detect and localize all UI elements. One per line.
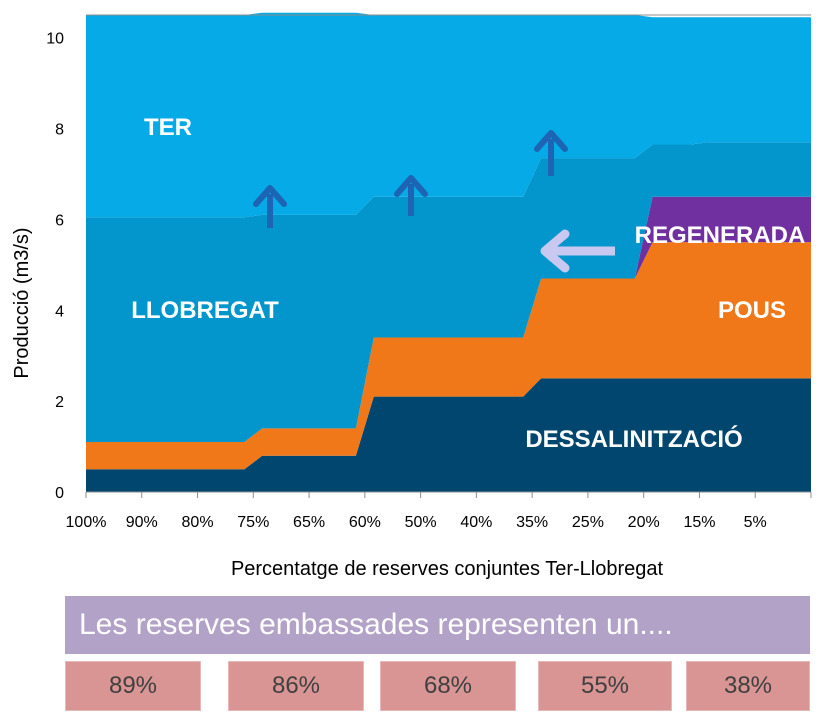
x-axis-ticks: 100% 90% 80% 75% 65% 60% 50% 40% 35% 25% 20% 15% 5%	[66, 514, 767, 531]
x-axis-title: Percentatge de reserves conjuntes Ter-Ll…	[231, 558, 664, 580]
left-arrow-icon	[540, 229, 615, 273]
area-label-llobregat: LLOBREGAT	[131, 297, 279, 324]
x-tick-label: 75%	[237, 514, 269, 531]
x-tick-label: 65%	[293, 514, 325, 531]
area-labels-group: DESSALINITZACIÓ POUS REGENERADA LLOBREGAT TE…	[131, 114, 805, 453]
x-tick-label: 60%	[349, 514, 381, 531]
x-tick-label: 35%	[516, 514, 548, 531]
y-tick-label: 8	[55, 122, 64, 139]
reserves-banner: Les reserves embassades representen un..…	[65, 596, 810, 654]
x-tick-label: 40%	[460, 514, 492, 531]
y-tick-label: 6	[55, 212, 64, 229]
x-tick-label: 15%	[683, 514, 715, 531]
x-tick-label: 5%	[744, 514, 767, 531]
up-arrow-icon	[253, 185, 287, 228]
x-tick-label: 80%	[182, 514, 214, 531]
y-axis-ticks: 0 2 4 6 8 10	[46, 31, 64, 502]
area-label-ter: TER	[144, 114, 192, 141]
up-arrow-icon	[534, 130, 568, 176]
arrows-group	[253, 130, 615, 273]
y-tick-label: 4	[55, 303, 64, 320]
y-tick-label: 0	[55, 485, 64, 502]
x-tick-label: 25%	[572, 514, 604, 531]
x-tick-label: 100%	[66, 514, 107, 531]
y-tick-label: 2	[55, 394, 64, 411]
area-label-regenerada: REGENERADA	[635, 222, 806, 249]
areas-group	[86, 12, 811, 492]
stacked-area-chart: DESSALINITZACIÓ POUS REGENERADA LLOBREGAT TE…	[11, 12, 812, 580]
reserve-box-5: 38%	[686, 661, 810, 711]
area-label-pous: POUS	[718, 297, 786, 324]
y-tick-label: 10	[46, 31, 64, 48]
area-regenerada	[86, 196, 811, 442]
y-axis-title: Producció (m3/s)	[11, 227, 33, 378]
reserve-box-1: 89%	[65, 661, 201, 711]
x-tick-label: 20%	[628, 514, 660, 531]
x-tick-label: 90%	[126, 514, 158, 531]
reserve-box-4: 55%	[538, 661, 672, 711]
vertical-gridlines	[85, 14, 812, 498]
area-dessalinització	[86, 378, 811, 492]
reserve-box-2: 86%	[228, 661, 364, 711]
up-arrow-icon	[394, 175, 428, 216]
area-label-dessalinització: DESSALINITZACIÓ	[525, 425, 742, 453]
reserve-box-3: 68%	[380, 661, 516, 711]
x-tick-label: 50%	[405, 514, 437, 531]
area-ter	[86, 12, 811, 218]
area-pous	[86, 242, 811, 470]
